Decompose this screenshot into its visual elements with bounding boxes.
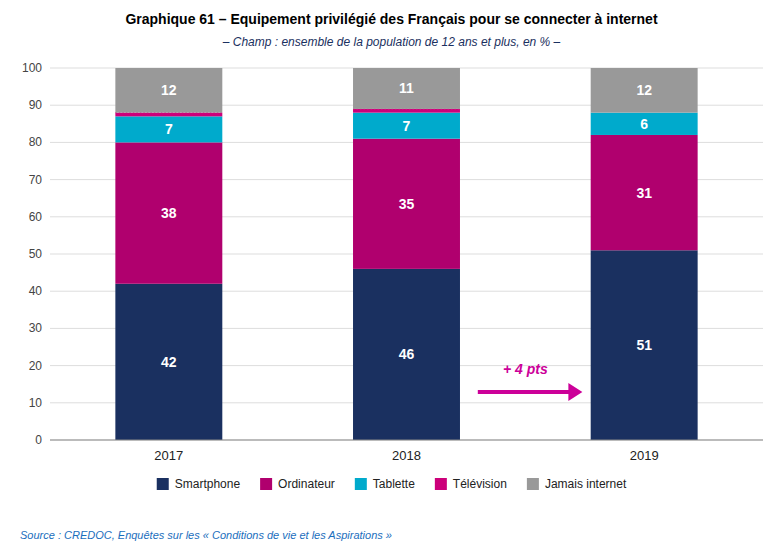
bar-segment	[115, 284, 222, 440]
data-label: 6	[640, 116, 648, 132]
data-label: 7	[165, 121, 173, 137]
y-tick-label: 50	[29, 247, 43, 261]
data-label: 35	[399, 196, 415, 212]
data-label: 12	[636, 82, 652, 98]
bar-segment	[115, 113, 222, 117]
legend-label: Ordinateur	[278, 477, 335, 491]
data-label: 46	[399, 346, 415, 362]
legend-swatch	[527, 478, 539, 490]
bar-segment	[115, 116, 222, 142]
y-tick-label: 10	[29, 396, 43, 410]
data-label: 42	[161, 354, 177, 370]
legend-label: Jamais internet	[545, 477, 627, 491]
legend-label: Télévision	[453, 477, 507, 491]
bar-segment	[353, 139, 460, 269]
bar-segment	[591, 113, 698, 135]
data-label: 31	[636, 185, 652, 201]
x-tick-label: 2019	[630, 448, 659, 463]
data-label: 11	[399, 80, 414, 96]
x-tick-label: 2017	[154, 448, 183, 463]
annotation: + 4 pts	[503, 361, 548, 377]
bars	[115, 68, 697, 440]
x-tick-label: 2018	[392, 448, 421, 463]
legend-item: Télévision	[435, 477, 507, 491]
x-axis-line	[50, 440, 763, 441]
bar-segment	[591, 68, 698, 113]
grid	[50, 68, 763, 440]
y-tick-label: 80	[29, 135, 43, 149]
y-tick-label: 0	[35, 433, 42, 447]
legend-item: Ordinateur	[260, 477, 335, 491]
bar-segment	[353, 68, 460, 109]
data-labels: 42 46 51 38 35 31 7 7 6 12 11 12	[161, 80, 652, 369]
chart: Graphique 61 – Equipement privilégié des…	[0, 0, 783, 553]
legend-swatch	[435, 478, 447, 490]
y-tick-label: 30	[29, 321, 43, 335]
subtitle: – Champ : ensemble de la population de 1…	[222, 35, 561, 49]
grid-line	[50, 440, 763, 441]
y-tick-label: 90	[29, 98, 43, 112]
bar-segment	[353, 269, 460, 440]
legend-swatch	[355, 478, 367, 490]
y-tick-label: 100	[22, 61, 42, 75]
data-label: 38	[161, 205, 177, 221]
bar-segment	[353, 113, 460, 139]
legend-swatch	[260, 478, 272, 490]
bar-segment	[353, 109, 460, 113]
y-tick-label: 40	[29, 284, 43, 298]
data-label: 51	[636, 337, 652, 353]
title: Graphique 61 – Equipement privilégié des…	[125, 11, 657, 27]
legend-item: Smartphone	[157, 477, 241, 491]
y-tick-label: 60	[29, 210, 43, 224]
legend-label: Tablette	[373, 477, 415, 491]
y-tick-label: 20	[29, 359, 43, 373]
annotation-arrow	[478, 383, 583, 401]
bar-segment	[115, 142, 222, 283]
y-tick-label: 70	[29, 173, 43, 187]
bar-segment	[591, 250, 698, 440]
legend-swatch	[157, 478, 169, 490]
data-label: 12	[161, 82, 177, 98]
legend-item: Tablette	[355, 477, 415, 491]
legend: Smartphone Ordinateur Tablette Télévision Ja…	[157, 477, 627, 491]
bar-segment	[115, 68, 222, 113]
data-label: 7	[403, 118, 411, 134]
bar-segment	[591, 135, 698, 250]
legend-label: Smartphone	[175, 477, 241, 491]
legend-item: Jamais internet	[527, 477, 627, 491]
source: Source : CREDOC, Enquêtes sur les « Cond…	[20, 529, 392, 541]
